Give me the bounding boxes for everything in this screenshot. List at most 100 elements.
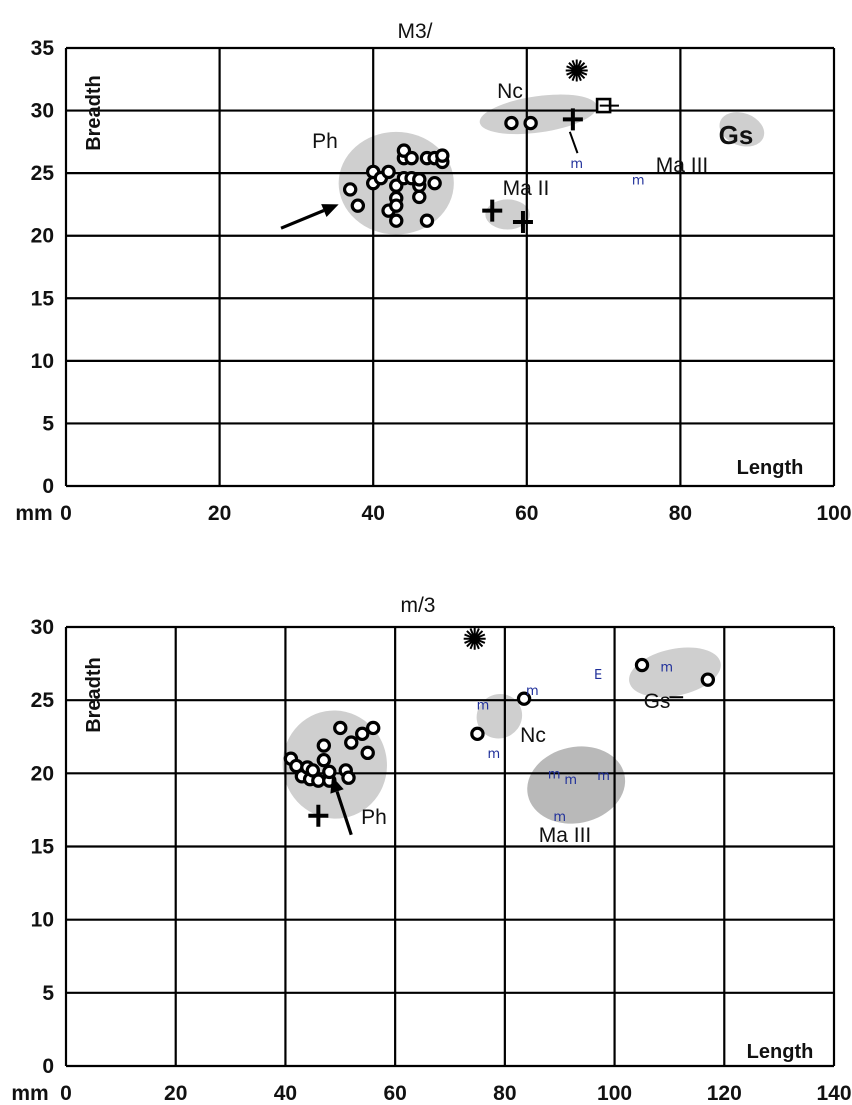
leader-line [568, 131, 579, 154]
data-point-e-E: E [594, 668, 602, 683]
data-point-m-m: m [526, 684, 539, 699]
x-tick-label: 0 [60, 502, 72, 525]
arrow-head [330, 776, 344, 794]
data-point-nc-circle [516, 691, 532, 706]
data-point-ph-circle [322, 764, 337, 780]
unit-label: mm [15, 502, 52, 525]
arrow-shaft [280, 209, 325, 230]
x-tick-label: 80 [493, 1082, 516, 1105]
x-tick-label: 40 [362, 502, 385, 525]
y-tick-label: 20 [31, 762, 54, 785]
arrow-head [321, 204, 339, 218]
data-point-ph-circle [389, 198, 404, 213]
x-tick-label: 60 [383, 1082, 406, 1105]
cluster-ellipse [719, 112, 765, 147]
group-label-nc: Nc [520, 724, 546, 747]
unit-label: mm [11, 1082, 48, 1105]
y-tick-label: 30 [31, 616, 54, 639]
arrow-shaft [335, 790, 353, 836]
data-point-ph-circle [316, 752, 332, 768]
data-point-ph-circle [344, 735, 359, 750]
y-tick-label: 15 [31, 836, 55, 859]
data-point-ph-circle [350, 198, 366, 213]
data-point-gs-circle [634, 657, 650, 673]
data-point-m-m: m [477, 699, 490, 714]
y-tick-label: 10 [31, 909, 54, 932]
data-point-ma-ii-cross [482, 199, 503, 222]
group-label-ma-ii: Ma II [503, 177, 550, 200]
group-label-ma-iii: Ma III [539, 824, 592, 847]
data-point-ph-circle [412, 172, 427, 187]
chart-title: m/3 [400, 594, 435, 617]
y-tick-label: 0 [42, 475, 54, 498]
data-point-ph-circle [341, 770, 356, 785]
x-tick-label: 100 [597, 1082, 632, 1105]
y-tick-label: 20 [31, 225, 54, 248]
data-point-ph-circle [435, 148, 450, 163]
data-point-ph-circle [404, 150, 419, 166]
x-tick-label: 120 [707, 1082, 742, 1105]
x-tick-label: 100 [816, 502, 851, 525]
data-point-m-m: m [597, 769, 610, 784]
group-label-ph: Ph [312, 130, 338, 153]
data-point-m-m: m [564, 773, 577, 788]
y-tick-label: 25 [31, 689, 55, 712]
data-point-ph-circle [333, 720, 348, 736]
cluster-ellipse [476, 694, 523, 739]
x-tick-label: 80 [669, 502, 692, 525]
group-label-gs: Gs [719, 120, 754, 150]
x-axis-label: Length [747, 1041, 814, 1063]
data-point-m-m: m [548, 767, 561, 782]
chart-m3-upper: M3/ 0 20 40 60 80 100 0 5 10 15 20 25 30 35 mm Breadt… [15, 20, 851, 525]
data-point-m-m: m [570, 157, 583, 172]
chart-title: M3/ [397, 20, 432, 43]
y-tick-label: 5 [42, 412, 54, 435]
x-tick-label: 40 [274, 1082, 297, 1105]
data-point-ph-circle [366, 720, 381, 736]
data-point-nc-cross [562, 108, 583, 131]
data-point-ph-circle [389, 213, 404, 228]
x-axis-label: Length [737, 457, 804, 479]
y-tick-label: 30 [31, 100, 54, 123]
data-point-ma-ii-cross [512, 210, 533, 233]
data-point-nc-circle [523, 115, 538, 131]
data-point-ph-circle [355, 726, 370, 742]
data-point-m-m: m [660, 661, 673, 676]
y-tick-label: 0 [42, 1055, 54, 1078]
x-tick-label: 20 [164, 1082, 187, 1105]
x-tick-label: 140 [816, 1082, 851, 1105]
y-tick-label: 15 [31, 287, 55, 310]
group-label-nc: Nc [497, 80, 523, 103]
y-tick-label: 25 [31, 162, 55, 185]
data-point-gs-circle [700, 672, 716, 687]
data-point-nc-circle [470, 726, 485, 742]
data-point-ph-circle [412, 189, 427, 205]
y-tick-label: 35 [31, 37, 55, 60]
data-point-m-m: m [488, 747, 501, 762]
data-point-m-m: m [553, 810, 566, 825]
data-point-ph-circle [342, 182, 358, 197]
data-point-ph-circle [360, 745, 375, 761]
data-point-ph-circle [381, 164, 396, 180]
x-tick-label: 60 [515, 502, 538, 525]
y-axis-label: Breadth [83, 657, 105, 733]
cluster-ellipse [527, 746, 626, 824]
y-tick-label: 5 [42, 982, 54, 1005]
group-label-gs: Gs [644, 690, 671, 713]
y-axis-label: Breadth [83, 75, 105, 151]
x-tick-label: 0 [60, 1082, 72, 1105]
data-point-ph-circle [419, 213, 435, 228]
group-label-ph: Ph [361, 806, 387, 829]
cluster-ellipse [479, 94, 597, 135]
data-point-ph-circle [316, 738, 332, 753]
data-point-nc-circle [504, 115, 519, 131]
y-tick-label: 10 [31, 350, 54, 373]
data-point-ph-cross [308, 804, 329, 827]
data-point-ph-circle [427, 175, 442, 191]
data-point-star-star [463, 627, 486, 650]
x-tick-label: 20 [208, 502, 231, 525]
group-label-ma-iii: Ma III [656, 154, 709, 177]
cluster-ellipse [629, 647, 721, 698]
